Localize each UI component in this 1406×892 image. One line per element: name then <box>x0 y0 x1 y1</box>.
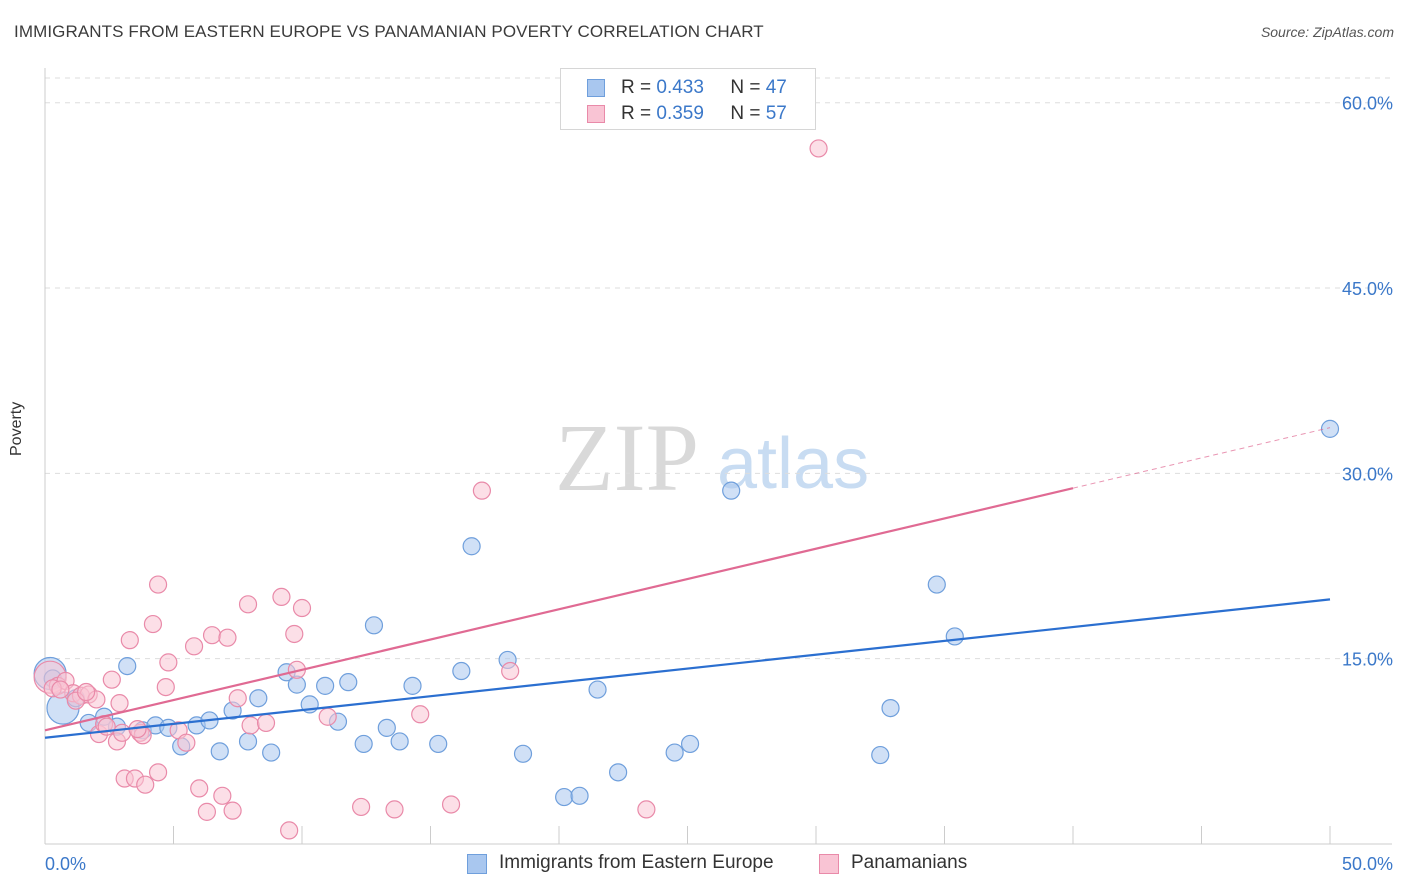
point-panamanians <box>318 707 337 726</box>
point-immigrants <box>316 676 335 695</box>
x-tick-label: 0.0% <box>45 854 86 874</box>
point-immigrants <box>555 787 574 807</box>
point-panamanians <box>285 624 304 644</box>
point-immigrants <box>588 680 607 699</box>
point-panamanians <box>190 779 209 798</box>
point-panamanians <box>809 139 828 158</box>
point-panamanians <box>110 694 129 713</box>
point-panamanians <box>441 795 461 814</box>
point-immigrants <box>249 689 268 708</box>
legend-swatch-panamanians <box>819 854 839 874</box>
point-panamanians <box>272 587 291 607</box>
chart-title: IMMIGRANTS FROM EASTERN EUROPE VS PANAMA… <box>14 22 764 41</box>
point-panamanians <box>148 763 168 782</box>
point-panamanians <box>213 786 232 805</box>
point-immigrants <box>238 732 258 751</box>
point-panamanians <box>77 682 96 702</box>
point-panamanians <box>218 628 237 647</box>
point-immigrants <box>665 743 684 762</box>
y-tick-label: 30.0% <box>1342 464 1393 484</box>
legend-stats-immigrants: R = 0.433 N = 47 <box>621 77 787 99</box>
point-panamanians <box>102 670 121 689</box>
point-immigrants <box>513 744 533 763</box>
point-panamanians <box>159 653 178 672</box>
trendline-extension-panamanians <box>1072 427 1331 489</box>
x-tick-label: 50.0% <box>1342 854 1393 874</box>
legend-label-panamanians: Panamanians <box>851 852 968 873</box>
point-panamanians <box>202 626 222 645</box>
n-value: 47 <box>765 77 787 98</box>
point-panamanians <box>238 595 258 614</box>
legend-swatch-immigrants <box>467 854 487 874</box>
point-panamanians <box>51 680 70 699</box>
point-panamanians <box>156 677 175 697</box>
point-immigrants <box>927 575 946 594</box>
point-panamanians <box>637 800 656 819</box>
point-panamanians <box>228 689 247 708</box>
point-panamanians <box>148 575 168 594</box>
point-panamanians <box>501 661 520 681</box>
point-panamanians <box>143 614 163 634</box>
trendline-panamanians <box>44 487 1074 732</box>
r-label: R = <box>621 103 652 124</box>
point-immigrants <box>210 742 229 761</box>
legend-label-immigrants: Immigrants from Eastern Europe <box>499 852 774 873</box>
point-immigrants <box>945 627 964 646</box>
point-panamanians <box>280 821 299 840</box>
point-panamanians <box>411 705 430 724</box>
point-panamanians <box>184 637 204 656</box>
legend-stats-panamanians: R = 0.359 N = 57 <box>621 103 787 125</box>
point-immigrants <box>377 718 396 737</box>
point-panamanians <box>241 716 260 735</box>
stats-legend: R = 0.433 N = 47 R = 0.359 N = 57 <box>560 68 816 130</box>
point-immigrants <box>364 616 384 635</box>
point-immigrants <box>390 732 409 751</box>
point-panamanians <box>472 481 491 500</box>
point-panamanians <box>112 723 132 742</box>
point-immigrants <box>462 537 481 556</box>
point-panamanians <box>223 801 242 820</box>
point-immigrants <box>118 656 137 676</box>
point-immigrants <box>570 786 589 805</box>
point-immigrants <box>609 763 628 782</box>
n-value: 57 <box>765 103 787 124</box>
point-panamanians <box>292 598 312 618</box>
source-label: Source: ZipAtlas.com <box>1260 24 1394 40</box>
point-panamanians <box>197 802 217 821</box>
n-label: N = <box>730 103 761 124</box>
point-panamanians <box>256 713 276 733</box>
point-immigrants <box>429 734 448 754</box>
point-immigrants <box>354 734 373 754</box>
watermark-atlas: atlas <box>717 424 869 504</box>
legend-swatch-immigrants <box>587 79 605 97</box>
n-label: N = <box>730 77 761 98</box>
r-value: 0.359 <box>656 103 704 124</box>
point-panamanians <box>136 775 155 794</box>
trendline-immigrants <box>44 598 1331 739</box>
point-panamanians <box>177 733 196 752</box>
point-immigrants <box>680 734 700 754</box>
point-immigrants <box>452 661 471 681</box>
point-immigrants <box>871 745 890 765</box>
point-immigrants <box>881 698 900 718</box>
point-immigrants <box>722 481 741 500</box>
point-panamanians <box>352 797 371 817</box>
y-tick-label: 15.0% <box>1342 650 1393 670</box>
y-tick-label: 45.0% <box>1342 279 1393 299</box>
point-immigrants <box>339 673 358 692</box>
point-panamanians <box>385 800 404 819</box>
point-panamanians <box>120 631 139 650</box>
r-value: 0.433 <box>656 77 704 98</box>
y-tick-label: 60.0% <box>1342 94 1393 114</box>
watermark-zip: ZIP <box>555 404 699 511</box>
point-immigrants <box>403 676 422 695</box>
r-label: R = <box>621 77 652 98</box>
point-immigrants <box>1320 419 1340 438</box>
legend-swatch-panamanians <box>587 105 605 123</box>
point-immigrants <box>262 743 281 762</box>
